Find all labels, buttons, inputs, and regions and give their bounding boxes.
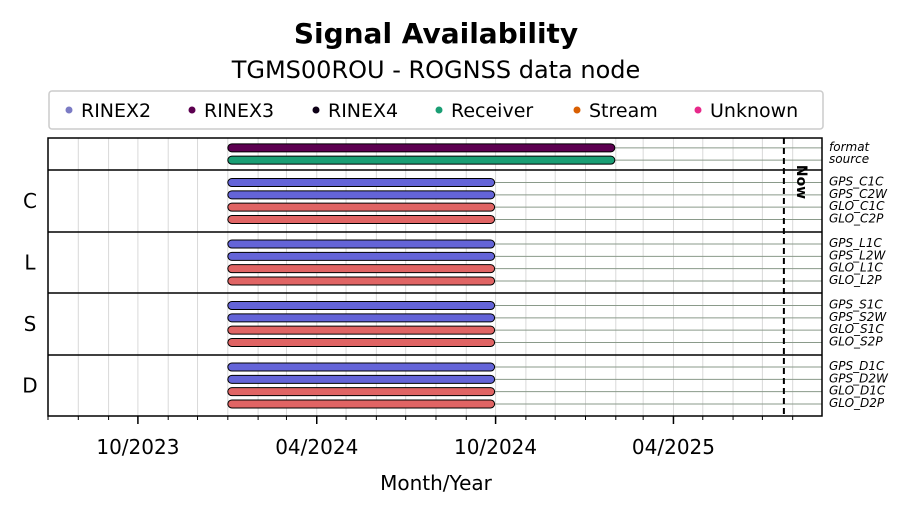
signal-label: GPS_C1C <box>829 175 884 189</box>
legend-marker <box>188 106 196 114</box>
signal-label: GPS_D2W <box>829 371 889 385</box>
legend-label: RINEX3 <box>204 100 274 122</box>
x-tick-label: 04/2024 <box>275 435 358 459</box>
legend-marker <box>312 106 320 114</box>
group-label: C <box>23 189 37 213</box>
availability-bar <box>227 178 496 188</box>
availability-bar <box>227 313 496 323</box>
availability-bar <box>227 202 496 212</box>
legend-marker <box>573 106 581 114</box>
availability-bar <box>227 190 496 200</box>
group-label: S <box>24 312 37 336</box>
signal-label: GPS_C2W <box>829 187 888 201</box>
legend: RINEX2 RINEX3 RINEX4 Receiver Stream Unknown <box>48 90 824 130</box>
availability-bar <box>227 374 496 384</box>
signal-label: GLO_L2P <box>829 273 882 287</box>
legend-label: RINEX4 <box>328 100 398 122</box>
chart-subtitle: TGMS00ROU - ROGNSS data node <box>231 56 641 84</box>
availability-bar <box>227 337 496 347</box>
signal-label: GLO_D1C <box>829 384 886 398</box>
signal-label: GLO_S2P <box>829 334 883 348</box>
plot-frame <box>47 137 823 417</box>
availability-bar <box>227 276 496 286</box>
legend-label: Receiver <box>451 100 533 122</box>
group-label: D <box>22 374 37 398</box>
x-tick-label: 10/2023 <box>96 435 179 459</box>
x-axis-label: Month/Year <box>380 471 493 495</box>
availability-bar <box>227 362 496 372</box>
x-tick-label: 10/2024 <box>454 435 537 459</box>
signal-label: GPS_L1C <box>829 236 882 250</box>
signal-label: GPS_L2W <box>829 248 886 262</box>
availability-bar <box>227 387 496 397</box>
signal-label: source <box>829 152 869 166</box>
availability-bar <box>227 325 496 335</box>
legend-marker <box>435 106 443 114</box>
availability-bar <box>227 264 496 274</box>
signal-label: GLO_S1C <box>829 322 884 336</box>
legend-marker <box>65 106 73 114</box>
signal-label: GPS_D1C <box>829 359 885 373</box>
signal-label: GLO_C1C <box>829 199 885 213</box>
now-label: Now <box>793 165 809 199</box>
legend-label: Unknown <box>710 100 798 122</box>
signal-label: GLO_C2P <box>829 211 884 225</box>
signal-label: GLO_L1C <box>829 261 883 275</box>
availability-bar <box>227 214 496 224</box>
legend-marker <box>694 106 702 114</box>
availability-bar <box>227 155 616 165</box>
legend-label: RINEX2 <box>81 100 151 122</box>
availability-bar <box>227 399 496 409</box>
availability-bar <box>227 143 616 153</box>
signal-label: GLO_D2P <box>829 396 885 410</box>
chart-title: Signal Availability <box>294 17 578 50</box>
availability-bar <box>227 251 496 261</box>
availability-bar <box>227 301 496 311</box>
signal-label: GPS_S1C <box>829 298 883 312</box>
group-label: L <box>24 251 36 275</box>
x-tick-label: 04/2025 <box>632 435 715 459</box>
availability-bar <box>227 239 496 249</box>
signal-label: GPS_S2W <box>829 310 887 324</box>
signal-label: format <box>829 140 871 154</box>
legend-label: Stream <box>589 100 658 122</box>
